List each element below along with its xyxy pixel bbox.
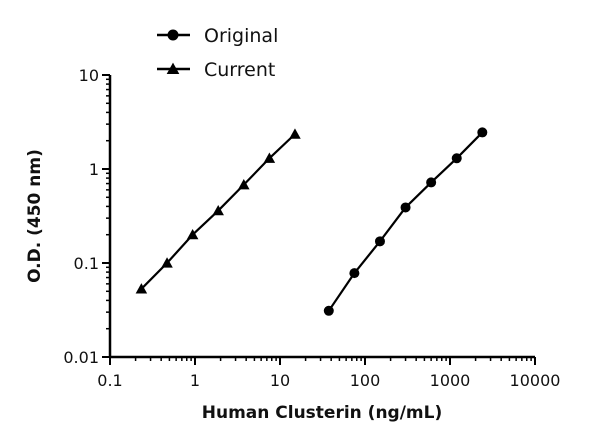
triangle-marker — [186, 228, 199, 240]
triangle-marker — [166, 62, 180, 75]
circle-marker — [374, 236, 385, 247]
x-tick-label: 10 — [270, 371, 290, 390]
x-tick-label: 10000 — [510, 371, 561, 390]
circle-marker — [426, 177, 437, 188]
triangle-marker — [263, 152, 276, 163]
circle-marker — [451, 153, 462, 164]
x-tick-label: 1 — [190, 371, 200, 390]
triangle-marker — [135, 283, 148, 294]
circle-marker — [477, 127, 488, 138]
triangle-marker — [289, 128, 301, 139]
data-series — [135, 127, 488, 316]
series-original — [323, 127, 488, 316]
triangle-marker — [238, 178, 250, 190]
y-tick-label: 0.01 — [63, 348, 99, 367]
legend-label: Original — [204, 25, 278, 47]
legend-item-current: Current — [157, 59, 275, 81]
triangle-marker — [161, 257, 173, 268]
y-axis-title: O.D. (450 nm) — [25, 149, 45, 283]
legend: Original Current — [157, 25, 278, 81]
circle-marker — [167, 29, 179, 41]
x-axis-title: Human Clusterin (ng/mL) — [202, 403, 443, 423]
legend-label: Current — [204, 59, 275, 81]
x-tick-label: 1000 — [430, 371, 471, 390]
y-tick-label: 1 — [89, 160, 99, 179]
circle-marker — [323, 305, 334, 316]
circle-marker — [400, 202, 411, 213]
y-tick-label: 0.1 — [74, 254, 99, 273]
series-current — [135, 128, 301, 294]
circle-marker — [349, 268, 360, 279]
legend-item-original: Original — [157, 25, 278, 47]
triangle-marker — [212, 204, 224, 216]
x-tick-label: 100 — [350, 371, 381, 390]
x-tick-label: 0.1 — [97, 371, 122, 390]
axes: 0.01 0.1 1 10 0.1 1 10 100 1000 10000 — [63, 66, 560, 390]
y-tick-label: 10 — [79, 66, 99, 85]
